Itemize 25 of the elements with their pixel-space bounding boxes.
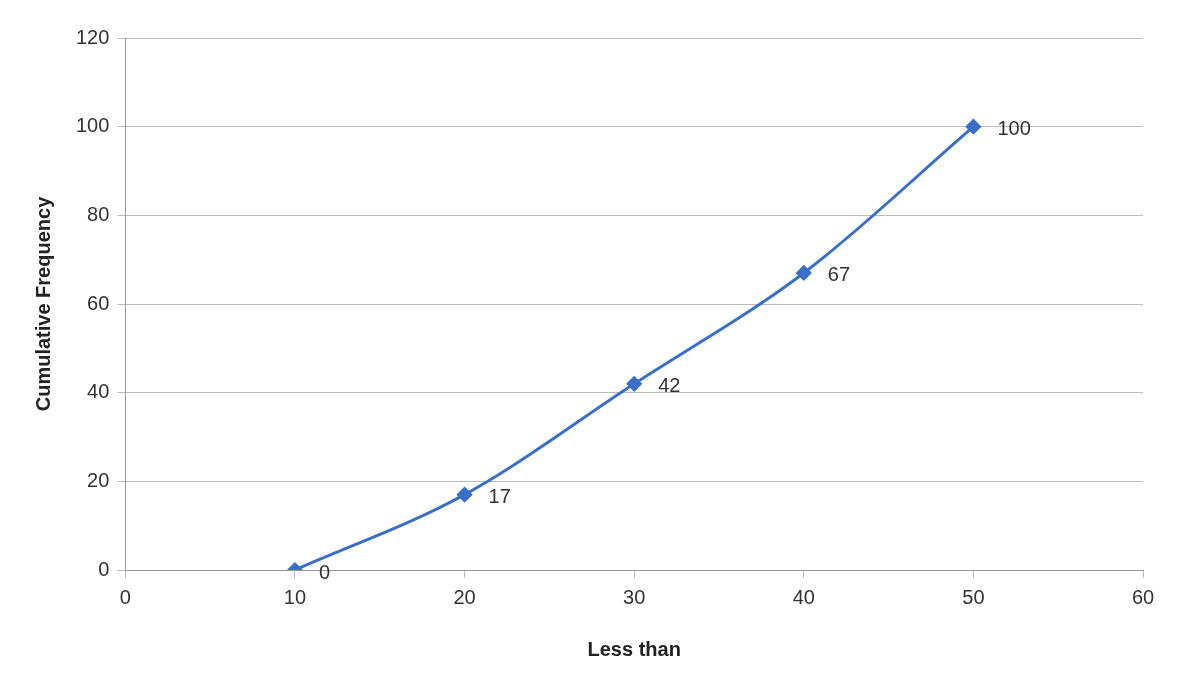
y-tick-label: 80 bbox=[87, 202, 110, 225]
y-axis-title: Cumulative Frequency bbox=[31, 195, 54, 412]
point bbox=[796, 265, 812, 281]
y-tick-label: 0 bbox=[98, 557, 110, 580]
point bbox=[457, 487, 473, 503]
x-tick-label: 30 bbox=[623, 585, 646, 608]
x-tick-label: 60 bbox=[1131, 585, 1155, 608]
data-label: 100 bbox=[997, 117, 1031, 140]
y-tick-label: 100 bbox=[75, 114, 110, 137]
y-tick-label: 20 bbox=[87, 468, 110, 491]
x-tick-label: 20 bbox=[453, 585, 476, 608]
data-label: 17 bbox=[488, 485, 511, 508]
data-label: 42 bbox=[658, 374, 681, 397]
y-tick-label: 120 bbox=[75, 25, 110, 48]
x-tick-label: 0 bbox=[119, 585, 131, 608]
point bbox=[965, 119, 981, 135]
x-tick-label: 40 bbox=[792, 585, 815, 608]
point bbox=[626, 376, 642, 392]
x-tick-label: 50 bbox=[962, 585, 985, 608]
x-tick-label: 10 bbox=[283, 585, 307, 608]
x-axis-title: Less than bbox=[587, 637, 681, 660]
y-tick-label: 40 bbox=[87, 380, 110, 403]
data-label: 0 bbox=[318, 560, 331, 583]
y-tick-label: 60 bbox=[87, 291, 110, 314]
data-label: 67 bbox=[827, 263, 851, 286]
